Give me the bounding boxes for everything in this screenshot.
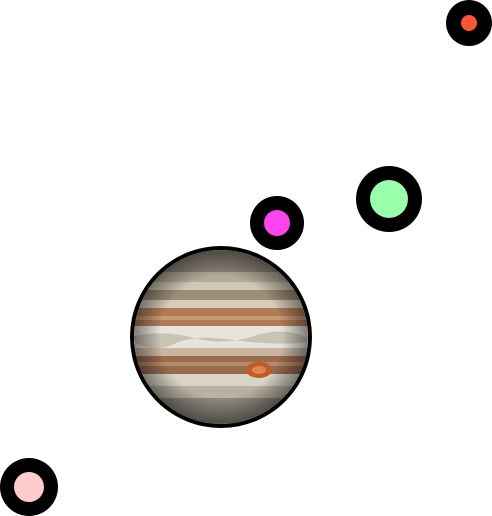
red-orb[interactable]	[446, 0, 492, 46]
green-orb-core	[370, 180, 408, 218]
pink-orb[interactable]	[0, 458, 58, 516]
jupiter-planet[interactable]	[130, 246, 312, 428]
jupiter-planet-icon	[134, 250, 308, 424]
red-orb-core	[461, 15, 477, 31]
pink-orb-core	[14, 472, 44, 502]
magenta-orb[interactable]	[250, 196, 304, 250]
magenta-orb-core	[264, 210, 290, 236]
green-orb[interactable]	[356, 166, 422, 232]
